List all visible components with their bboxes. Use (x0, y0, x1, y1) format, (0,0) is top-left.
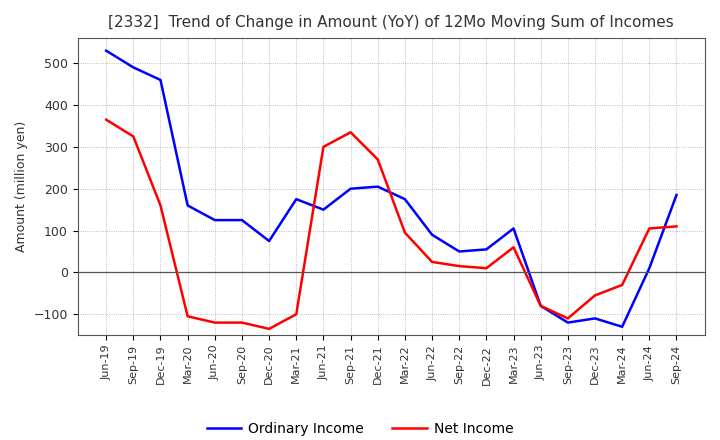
Ordinary Income (346, 186, 355, 191)
Ordinary Income (292, 197, 300, 202)
Net Income (400, 230, 409, 235)
Net Income (482, 266, 491, 271)
Net Income (428, 259, 436, 264)
Net Income (564, 316, 572, 321)
Net Income (156, 203, 165, 208)
Title: [2332]  Trend of Change in Amount (YoY) of 12Mo Moving Sum of Incomes: [2332] Trend of Change in Amount (YoY) o… (109, 15, 674, 30)
Ordinary Income (590, 316, 599, 321)
Net Income (129, 134, 138, 139)
Ordinary Income (536, 303, 545, 308)
Ordinary Income (184, 203, 192, 208)
Ordinary Income (428, 232, 436, 237)
Ordinary Income (455, 249, 464, 254)
Net Income (210, 320, 219, 325)
Net Income (292, 312, 300, 317)
Net Income (265, 326, 274, 331)
Net Income (184, 314, 192, 319)
Ordinary Income (564, 320, 572, 325)
Net Income (536, 303, 545, 308)
Ordinary Income (129, 65, 138, 70)
Net Income (590, 293, 599, 298)
Net Income (509, 245, 518, 250)
Ordinary Income (210, 217, 219, 223)
Net Income (102, 117, 110, 122)
Net Income (319, 144, 328, 150)
Net Income (645, 226, 654, 231)
Net Income (374, 157, 382, 162)
Net Income (618, 282, 626, 288)
Ordinary Income (156, 77, 165, 83)
Net Income (238, 320, 246, 325)
Ordinary Income (482, 247, 491, 252)
Ordinary Income (319, 207, 328, 212)
Ordinary Income (645, 266, 654, 271)
Line: Ordinary Income: Ordinary Income (106, 51, 677, 327)
Y-axis label: Amount (million yen): Amount (million yen) (15, 121, 28, 252)
Ordinary Income (400, 197, 409, 202)
Ordinary Income (265, 238, 274, 244)
Ordinary Income (509, 226, 518, 231)
Net Income (672, 224, 681, 229)
Ordinary Income (238, 217, 246, 223)
Ordinary Income (102, 48, 110, 53)
Line: Net Income: Net Income (106, 120, 677, 329)
Legend: Ordinary Income, Net Income: Ordinary Income, Net Income (201, 417, 519, 440)
Ordinary Income (672, 192, 681, 198)
Ordinary Income (374, 184, 382, 189)
Net Income (455, 264, 464, 269)
Net Income (346, 130, 355, 135)
Ordinary Income (618, 324, 626, 330)
